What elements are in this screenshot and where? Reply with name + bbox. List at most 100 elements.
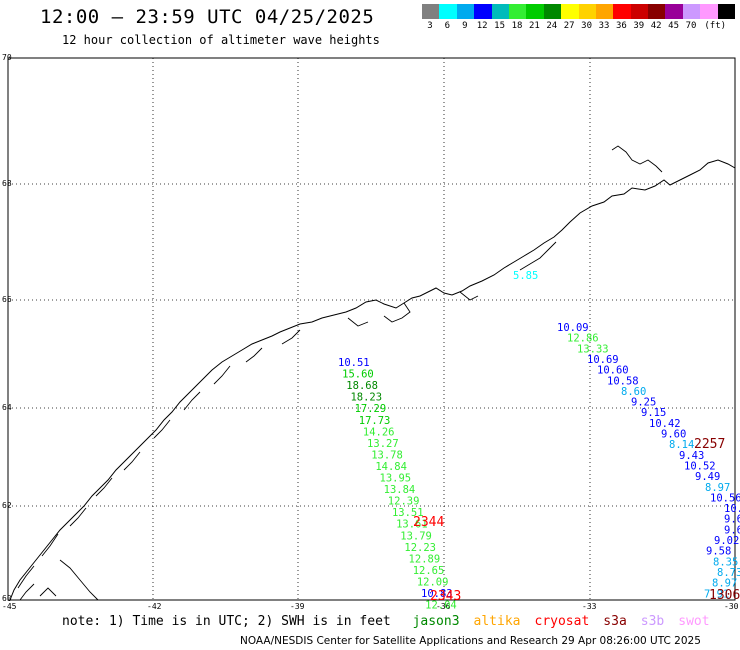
track-time-label: 1306 — [709, 588, 740, 603]
scale-tick-label: 3 — [427, 21, 433, 31]
scale-tick-label: 27 — [563, 21, 575, 31]
scale-swatch — [474, 4, 492, 19]
scale-tick-label: 18 — [511, 21, 523, 31]
longitude-label: -39 — [290, 602, 305, 611]
scale-swatch — [543, 4, 562, 19]
scale-swatch — [526, 4, 544, 19]
scale-tick-label: 33 — [598, 21, 610, 31]
map-subtitle: 12 hour collection of altimeter wave hei… — [62, 33, 380, 47]
scale-swatch — [648, 4, 666, 19]
wave-height-value: 10.51 — [338, 357, 370, 369]
wave-height-value: 10.8 — [724, 503, 740, 515]
latitude-label: 60 — [2, 594, 12, 603]
longitude-label: -30 — [724, 602, 739, 611]
wave-height-value: 12.65 — [413, 565, 445, 577]
wave-height-value: 13.95 — [380, 473, 412, 485]
scale-tick-label: 70 — [685, 21, 697, 31]
wave-height-value: 9.60 — [661, 429, 686, 441]
wave-height-value: 13.51 — [392, 507, 424, 519]
map-grid — [8, 58, 735, 600]
wave-height-value: 13.84 — [384, 484, 416, 496]
wave-height-value: 8.97 — [705, 482, 730, 494]
scale-swatch — [422, 4, 440, 19]
wave-height-value: 10.69 — [587, 354, 619, 366]
wave-height-value: 8.73 — [717, 567, 740, 579]
wave-height-value: 8.35 — [713, 556, 738, 568]
latitude-label: 62 — [2, 501, 12, 510]
wave-height-value: 9.6 — [724, 514, 740, 526]
wave-height-value: 12.23 — [404, 542, 436, 554]
latitude-label: 68 — [2, 179, 12, 188]
wave-height-value: 12.86 — [567, 333, 599, 345]
satellite-cryosat: cryosat — [534, 614, 590, 629]
scale-tick-label: 30 — [581, 21, 593, 31]
track-time-label: 2344 — [413, 515, 444, 530]
scale-swatch — [439, 4, 457, 19]
scale-tick-label: 12 — [476, 21, 488, 31]
altimeter-track-b: 10.0912.8613.3310.6910.6010.588.609.259.… — [557, 322, 740, 600]
satellite-legend: jason3 altika cryosat s3a s3b swot — [413, 614, 724, 629]
note-text: note: 1) Time is in UTC; 2) SWH is in fe… — [62, 614, 391, 629]
wave-height-value: 12.89 — [409, 553, 441, 565]
map-title: 12:00 – 23:59 UTC 04/25/2025 — [40, 6, 375, 28]
latitude-label: 64 — [2, 403, 12, 412]
scale-swatch — [578, 4, 596, 19]
wave-height-value: 14.26 — [363, 426, 395, 438]
scale-tick-label: 45 — [668, 21, 680, 31]
scale-swatch — [613, 4, 631, 19]
satellite-swot: swot — [678, 614, 710, 629]
scale-tick-label: 42 — [650, 21, 662, 31]
credit-line: NOAA/NESDIS Center for Satellite Applica… — [240, 635, 701, 647]
latitude-label: 66 — [2, 295, 12, 304]
track-time-label: 2257 — [694, 437, 725, 452]
scale-tick-label: 36 — [615, 21, 627, 31]
scale-swatch — [508, 4, 527, 19]
altimeter-track-a: 10.5115.6018.6818.2317.2917.7314.2613.27… — [338, 357, 457, 612]
scale-swatch — [717, 4, 736, 19]
wave-height-value: 8.60 — [621, 386, 646, 398]
wave-height-value: 17.29 — [355, 403, 387, 415]
wave-height-value: 10.52 — [684, 460, 716, 472]
satellite-jason3: jason3 — [412, 614, 460, 629]
wave-height-value: 9.25 — [631, 397, 656, 409]
wave-height-value: 10.56 — [710, 492, 740, 504]
track-time-label: 2343 — [430, 589, 461, 604]
scale-swatch — [682, 4, 701, 19]
scale-tick-label: 24 — [546, 21, 558, 31]
wave-height-value: 9.49 — [695, 471, 720, 483]
scale-swatch — [700, 4, 718, 19]
scale-swatch — [491, 4, 509, 19]
satellite-s3a: s3a — [603, 614, 627, 629]
longitude-label: -42 — [147, 602, 162, 611]
wave-height-value: 10.42 — [649, 418, 681, 430]
wave-height-value: 10.83 — [421, 588, 453, 600]
longitude-label: -45 — [2, 602, 17, 611]
coastline-fjords — [17, 145, 663, 601]
scale-tick-label: 9 — [462, 21, 468, 31]
scale-tick-label: 15 — [494, 21, 506, 31]
scale-tick-label: 21 — [528, 21, 540, 31]
scale-unit: (ft) — [704, 21, 727, 31]
wave-height-value: 18.23 — [350, 392, 382, 404]
wave-height-value: 9.02 — [714, 535, 739, 547]
wave-height-value: 14.84 — [375, 461, 407, 473]
wave-height-value: 10.58 — [607, 375, 639, 387]
satellite-altika: altika — [473, 614, 521, 629]
wave-height-value: 5.85 — [513, 270, 538, 282]
wave-height-value: 10.60 — [597, 365, 629, 377]
wave-height-value: 15.60 — [342, 369, 374, 381]
wave-height-value: 8.97 — [712, 578, 737, 590]
scale-tick-label: 6 — [444, 21, 451, 31]
scale-tick-label: 39 — [633, 21, 645, 31]
wave-height-value: 12.09 — [417, 576, 449, 588]
longitude-label: -33 — [582, 602, 597, 611]
wave-height-value: 7.91 — [704, 588, 729, 600]
wave-height-value: 13.33 — [577, 343, 609, 355]
wave-height-value: 13.61 — [396, 519, 428, 531]
wave-height-value: 12.39 — [388, 496, 420, 508]
satellite-s3b: s3b — [640, 614, 665, 629]
latitude-label: 70 — [2, 53, 12, 62]
wave-height-value: 13.78 — [371, 449, 403, 461]
grid-labels: 70 68 66 64 62 60-45 -42 -39 -36 -33 -30 — [2, 53, 739, 611]
